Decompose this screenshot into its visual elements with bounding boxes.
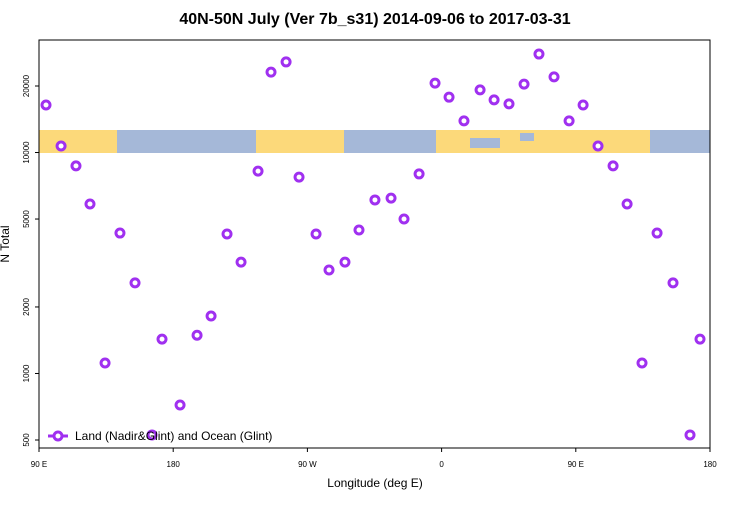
point	[174, 399, 186, 411]
x-tick-label: 90 E	[568, 460, 584, 469]
point	[385, 192, 397, 204]
point	[191, 329, 203, 341]
point	[488, 94, 500, 106]
point	[310, 228, 322, 240]
point	[339, 256, 351, 268]
point	[323, 264, 335, 276]
chart-title: 40N-50N July (Ver 7b_s31) 2014-09-06 to …	[179, 11, 570, 28]
point	[636, 357, 648, 369]
sea	[470, 138, 500, 148]
point	[369, 194, 381, 206]
point	[146, 429, 158, 441]
point	[114, 227, 126, 239]
point	[235, 256, 247, 268]
y-tick-label: 500	[22, 433, 31, 447]
y-tick-label: 1000	[22, 364, 31, 382]
land	[39, 130, 117, 153]
point	[129, 277, 141, 289]
point	[694, 333, 706, 345]
point	[458, 115, 470, 127]
map-band	[39, 130, 710, 153]
y-tick-label: 2000	[22, 298, 31, 316]
point	[280, 56, 292, 68]
point	[205, 310, 217, 322]
point	[443, 91, 455, 103]
point	[518, 78, 530, 90]
point	[429, 77, 441, 89]
point	[651, 227, 663, 239]
point	[398, 213, 410, 225]
point	[99, 357, 111, 369]
point	[607, 160, 619, 172]
point	[353, 224, 365, 236]
point	[684, 429, 696, 441]
point	[55, 140, 67, 152]
land	[256, 130, 344, 153]
point	[156, 333, 168, 345]
point	[413, 168, 425, 180]
point	[592, 140, 604, 152]
point	[70, 160, 82, 172]
sea	[520, 133, 534, 141]
x-tick-label: 0	[439, 460, 444, 469]
y-tick-label: 20000	[22, 74, 31, 97]
point	[563, 115, 575, 127]
point	[577, 99, 589, 111]
y-axis-label: N Total	[0, 225, 12, 262]
x-axis-label: Longitude (deg E)	[327, 476, 422, 490]
point	[84, 198, 96, 210]
point	[40, 99, 52, 111]
point	[621, 198, 633, 210]
point	[474, 84, 486, 96]
x-tick-label: 180	[167, 460, 181, 469]
x-tick-label: 180	[703, 460, 717, 469]
legend-marker	[52, 430, 64, 442]
x-tick-label: 90 W	[298, 460, 317, 469]
point	[503, 98, 515, 110]
plot-frame	[38, 39, 711, 449]
land	[436, 130, 650, 153]
point	[221, 228, 233, 240]
point	[667, 277, 679, 289]
y-tick-label: 5000	[22, 210, 31, 228]
y-tick-label: 10000	[22, 141, 31, 164]
point	[265, 66, 277, 78]
point	[252, 165, 264, 177]
point	[548, 71, 560, 83]
point	[533, 48, 545, 60]
legend-label: Land (Nadir&Glint) and Ocean (Glint)	[75, 429, 272, 443]
x-tick-label: 90 E	[31, 460, 47, 469]
point	[293, 171, 305, 183]
